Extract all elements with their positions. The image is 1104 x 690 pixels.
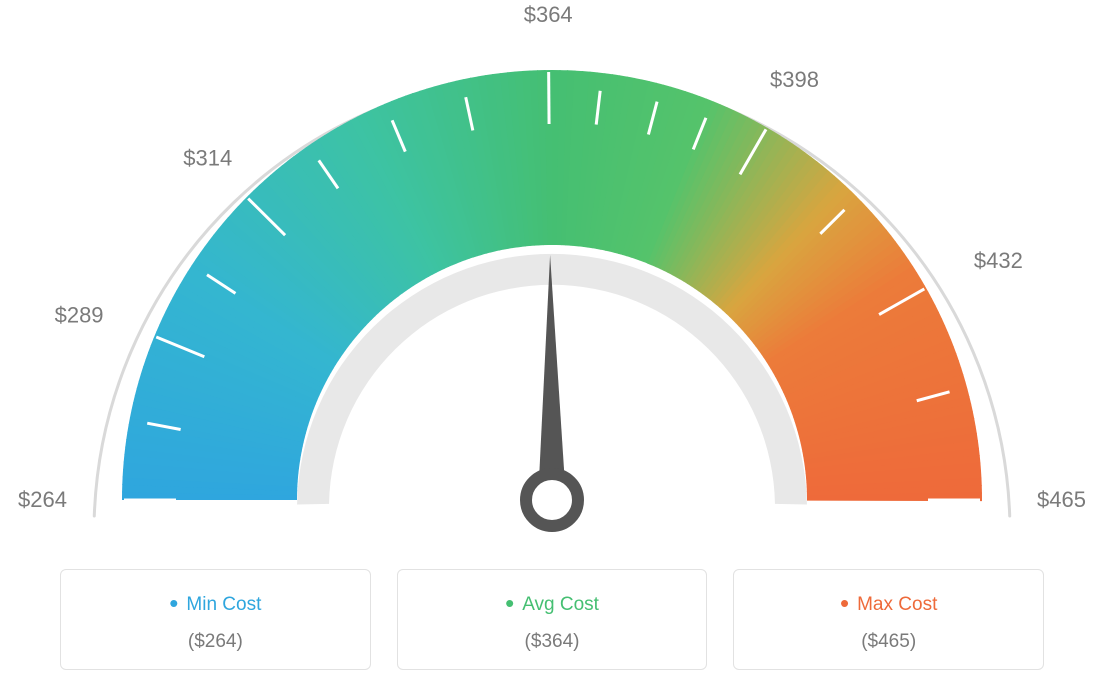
legend-avg-value: ($364) — [408, 631, 697, 653]
legend-min-card: Min Cost ($264) — [60, 569, 371, 670]
legend-row: Min Cost ($264) Avg Cost ($364) Max Cost… — [0, 569, 1104, 670]
legend-max-card: Max Cost ($465) — [733, 569, 1044, 670]
legend-avg-card: Avg Cost ($364) — [397, 569, 708, 670]
gauge-svg: $264 $289 $314 $364 $398 $432 $465 — [0, 0, 1104, 560]
cost-gauge: $264 $289 $314 $364 $398 $432 $465 — [0, 0, 1104, 560]
gauge-tick-label: $314 — [183, 145, 232, 170]
gauge-tick-label: $364 — [524, 2, 573, 27]
gauge-tick-label: $264 — [18, 487, 67, 512]
legend-max-value: ($465) — [744, 631, 1033, 653]
legend-max-title: Max Cost — [744, 588, 1033, 619]
legend-min-value: ($264) — [71, 631, 360, 653]
gauge-tick-label: $289 — [55, 302, 104, 327]
gauge-tick-label: $465 — [1037, 487, 1086, 512]
legend-min-title: Min Cost — [71, 588, 360, 619]
gauge-tick-label: $432 — [974, 248, 1023, 273]
legend-avg-title: Avg Cost — [408, 588, 697, 619]
gauge-needle-hub — [526, 474, 578, 526]
gauge-tick-label: $398 — [770, 67, 819, 92]
